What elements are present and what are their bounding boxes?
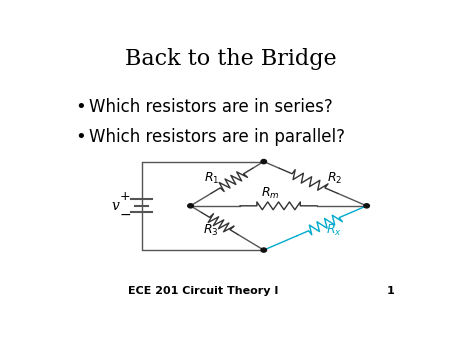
Text: $R_1$: $R_1$ [204, 171, 219, 186]
Circle shape [364, 204, 369, 208]
Circle shape [261, 248, 266, 252]
Circle shape [261, 160, 266, 164]
Text: •: • [76, 128, 86, 146]
Text: −: − [119, 208, 131, 222]
Text: Which resistors are in parallel?: Which resistors are in parallel? [90, 128, 346, 146]
Text: $R_3$: $R_3$ [202, 223, 218, 238]
Text: $R_2$: $R_2$ [327, 171, 342, 186]
Text: v: v [112, 199, 120, 213]
Text: 1: 1 [387, 286, 395, 296]
Text: $R_m$: $R_m$ [261, 186, 279, 201]
Text: ECE 201 Circuit Theory I: ECE 201 Circuit Theory I [127, 286, 278, 296]
Circle shape [188, 204, 194, 208]
Text: +: + [120, 190, 130, 203]
Text: Which resistors are in series?: Which resistors are in series? [90, 98, 333, 116]
Text: $R_x$: $R_x$ [326, 223, 342, 238]
Text: Back to the Bridge: Back to the Bridge [125, 48, 337, 70]
Text: •: • [76, 98, 86, 116]
